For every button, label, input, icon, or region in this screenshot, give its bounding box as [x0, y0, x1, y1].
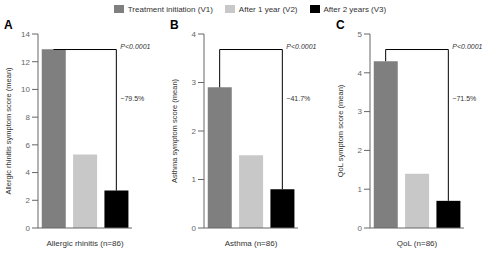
- svg-text:1: 1: [192, 175, 197, 184]
- svg-text:0: 0: [192, 224, 197, 233]
- svg-text:4: 4: [26, 168, 31, 177]
- svg-text:2: 2: [358, 146, 363, 155]
- svg-text:2: 2: [26, 196, 31, 205]
- svg-text:14: 14: [21, 30, 30, 39]
- svg-text:6: 6: [26, 141, 31, 150]
- svg-text:10: 10: [21, 85, 30, 94]
- svg-text:8: 8: [26, 113, 31, 122]
- svg-text:0: 0: [26, 224, 31, 233]
- html-text:Treatment initiation (V1): Treatment initiation (V1): [127, 4, 213, 14]
- svg-text:P<0.0001: P<0.0001: [120, 43, 150, 50]
- svg-text:2: 2: [192, 127, 197, 136]
- html-text:C: C: [336, 18, 345, 32]
- svg-text:Allergic rhinitis (n=86): Allergic rhinitis (n=86): [46, 239, 123, 248]
- svg-text:P<0.0001: P<0.0001: [286, 43, 316, 50]
- svg-text:P<0.0001: P<0.0001: [452, 43, 482, 50]
- svg-text:QoL (n=86): QoL (n=86): [397, 239, 438, 248]
- svg-text:3: 3: [192, 78, 197, 87]
- svg-text:0: 0: [358, 224, 363, 233]
- svg-text:−79.5%: −79.5%: [120, 95, 144, 102]
- svg-text:1: 1: [358, 185, 363, 194]
- svg-text:12: 12: [21, 58, 30, 67]
- html-text:B: B: [170, 18, 179, 32]
- svg-text:4: 4: [358, 69, 363, 78]
- svg-text:Asthma (n=86): Asthma (n=86): [225, 239, 278, 248]
- svg-text:5: 5: [358, 30, 363, 39]
- svg-text:−41.7%: −41.7%: [286, 95, 310, 102]
- html-text:A: A: [4, 18, 13, 32]
- html-text:After 2 years (V3): After 2 years (V3): [323, 4, 387, 14]
- svg-text:3: 3: [358, 107, 363, 116]
- svg-text:4: 4: [192, 30, 197, 39]
- svg-text:Asthma symptom score (mean): Asthma symptom score (mean): [170, 78, 179, 183]
- svg-text:−71.5%: −71.5%: [452, 95, 476, 102]
- html-text:After 1 year (V2): After 1 year (V2): [238, 4, 298, 14]
- svg-text:QoL symptom score (mean): QoL symptom score (mean): [336, 84, 345, 177]
- svg-text:Allergic rhinitis symptom scor: Allergic rhinitis symptom score (mean): [8, 67, 13, 195]
